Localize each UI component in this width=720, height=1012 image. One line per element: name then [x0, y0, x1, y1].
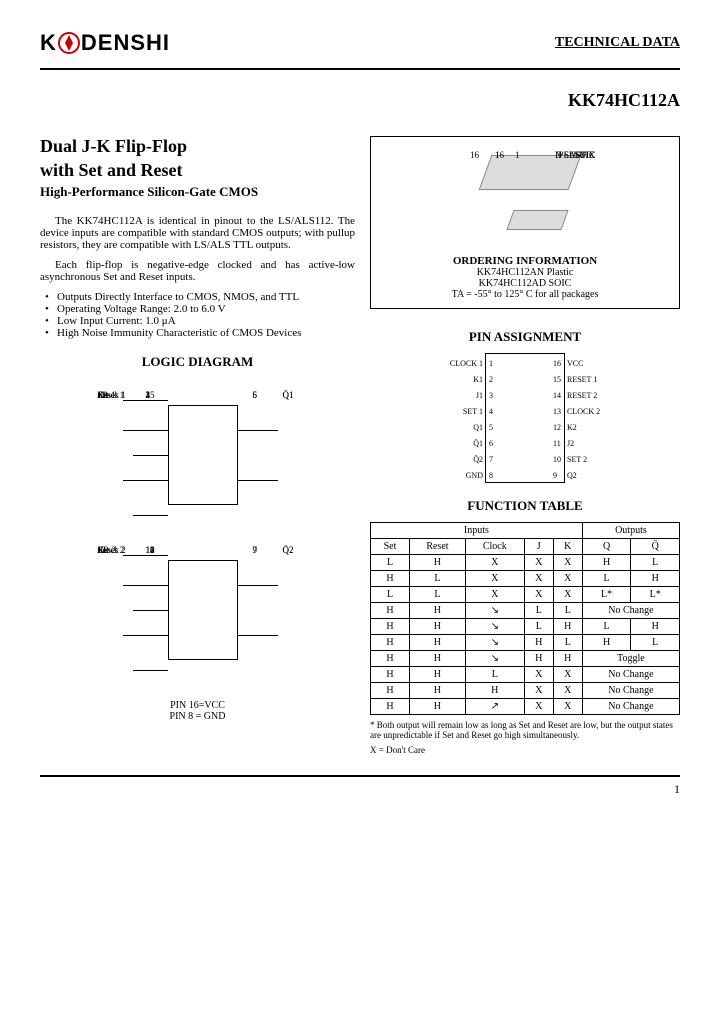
- part-number: KK74HC112A: [40, 90, 680, 111]
- main-content: Dual J-K Flip-Flop with Set and Reset Hi…: [40, 136, 680, 755]
- title-line2: with Set and Reset: [40, 160, 355, 181]
- logic-block-2: Set 2 10 K2 12 Clock 2 13 J2 11 Reset 2 …: [98, 545, 298, 685]
- features-list: Outputs Directly Interface to CMOS, NMOS…: [45, 291, 355, 339]
- pin-notes: PIN 16=VCC PIN 8 = GND: [98, 700, 298, 722]
- logo-text-1: K: [40, 30, 57, 56]
- feature-item: Operating Voltage Range: 2.0 to 6.0 V: [45, 303, 355, 315]
- page-footer: 1: [40, 775, 680, 797]
- function-table-title: FUNCTION TABLE: [370, 498, 680, 514]
- footnote-2: X = Don't Care: [370, 745, 680, 755]
- technical-data-label: TECHNICAL DATA: [555, 35, 680, 51]
- left-column: Dual J-K Flip-Flop with Set and Reset Hi…: [40, 136, 355, 755]
- logo-text-2: DENSHI: [81, 30, 170, 56]
- logic-block-1: Set 1 4 K1 2 Clock 1 1 J1 3 Reset 1 15 5…: [98, 390, 298, 530]
- pin-assignment-title: PIN ASSIGNMENT: [370, 329, 680, 345]
- feature-item: Outputs Directly Interface to CMOS, NMOS…: [45, 291, 355, 303]
- logic-diagram-title: LOGIC DIAGRAM: [40, 354, 355, 370]
- pin-assignment-diagram: CLOCK 1K1J1SET 1Q1Q̄1Q̄2GND 12345678 161…: [370, 353, 680, 483]
- footnote-1: * Both output will remain low as long as…: [370, 720, 680, 740]
- function-table: Inputs Outputs SetResetClockJKQQ̄ LHXXXH…: [370, 522, 680, 715]
- chip-illustration: N SUFFIX PLASTIC 16 1 D SUFFIX SOIC 16 1: [455, 150, 595, 245]
- feature-item: High Noise Immunity Characteristic of CM…: [45, 327, 355, 339]
- pin-right-nums: 161514131211109: [553, 356, 561, 484]
- pin-left-nums: 12345678: [489, 356, 493, 484]
- logo-symbol: [58, 32, 80, 54]
- pin-right-labels: VCCRESET 1RESET 2CLOCK 2K2J2SET 2Q2: [567, 356, 602, 484]
- description-para2: Each flip-flop is negative-edge clocked …: [40, 259, 355, 283]
- page-number: 1: [674, 782, 680, 796]
- ordering-temp: TA = -55° to 125° C for all packages: [379, 289, 671, 300]
- ordering-line2: KK74HC112AD SOIC: [379, 278, 671, 289]
- description-para1: The KK74HC112A is identical in pinout to…: [40, 215, 355, 251]
- logo: K DENSHI: [40, 30, 170, 56]
- right-column: N SUFFIX PLASTIC 16 1 D SUFFIX SOIC 16 1…: [370, 136, 680, 755]
- logic-diagram: Set 1 4 K1 2 Clock 1 1 J1 3 Reset 1 15 5…: [98, 390, 298, 722]
- ordering-box: N SUFFIX PLASTIC 16 1 D SUFFIX SOIC 16 1…: [370, 136, 680, 309]
- subtitle: High-Performance Silicon-Gate CMOS: [40, 184, 355, 200]
- feature-item: Low Input Current: 1.0 μA: [45, 315, 355, 327]
- page-header: K DENSHI TECHNICAL DATA: [40, 30, 680, 70]
- pin-left-labels: CLOCK 1K1J1SET 1Q1Q̄1Q̄2GND: [448, 356, 483, 484]
- title-line1: Dual J-K Flip-Flop: [40, 136, 355, 157]
- ordering-line1: KK74HC112AN Plastic: [379, 267, 671, 278]
- ordering-title: ORDERING INFORMATION: [379, 255, 671, 267]
